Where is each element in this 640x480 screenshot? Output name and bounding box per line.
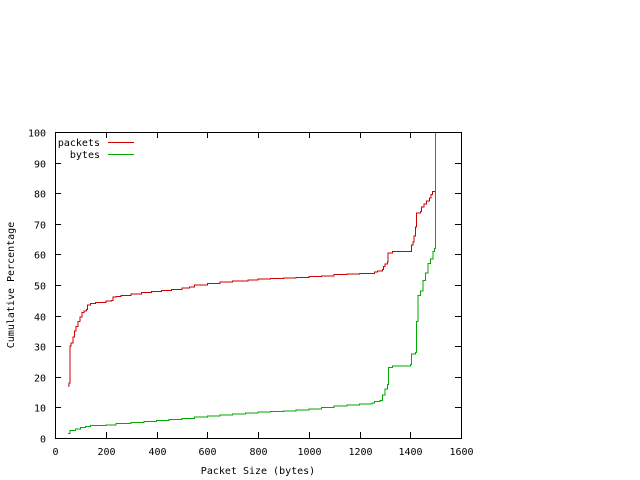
x-tick-label: 400	[148, 447, 166, 458]
y-axis-label: Cumulative Percentage	[6, 222, 17, 348]
y-tick-label: 0	[40, 435, 46, 446]
legend: packets bytes	[58, 138, 134, 161]
y-tick-label: 40	[34, 313, 46, 324]
x-tick-label: 1000	[297, 447, 321, 458]
x-tick-label: 1400	[398, 447, 422, 458]
series-layer	[68, 132, 437, 434]
x-tick-label: 1600	[449, 447, 473, 458]
plot-frame	[55, 132, 462, 439]
x-tick-label: 1200	[348, 447, 372, 458]
y-tick-label: 20	[34, 374, 46, 385]
legend-label-packets: packets	[58, 138, 100, 149]
x-tick-label: 800	[249, 447, 267, 458]
y-tick-label: 60	[34, 251, 46, 262]
x-tick-label: 600	[198, 447, 216, 458]
x-axis-label: Packet Size (bytes)	[201, 466, 315, 477]
y-tick-label: 50	[34, 282, 46, 293]
y-tick-label: 90	[34, 160, 46, 171]
legend-label-bytes: bytes	[70, 150, 100, 161]
y-tick-label: 30	[34, 343, 46, 354]
x-tick-label: 0	[52, 447, 58, 458]
series-line-packets	[68, 132, 437, 387]
y-tick-label: 70	[34, 221, 46, 232]
series-line-bytes	[68, 132, 437, 434]
y-tick-label: 100	[28, 129, 46, 140]
y-tick-label: 80	[34, 190, 46, 201]
y-tick-label: 10	[34, 404, 46, 415]
x-tick-label: 200	[97, 447, 115, 458]
tick-layer: 0 200 400 600 800 1000 1200 1400 1600 0 10 20 30 40 50…	[28, 129, 474, 459]
